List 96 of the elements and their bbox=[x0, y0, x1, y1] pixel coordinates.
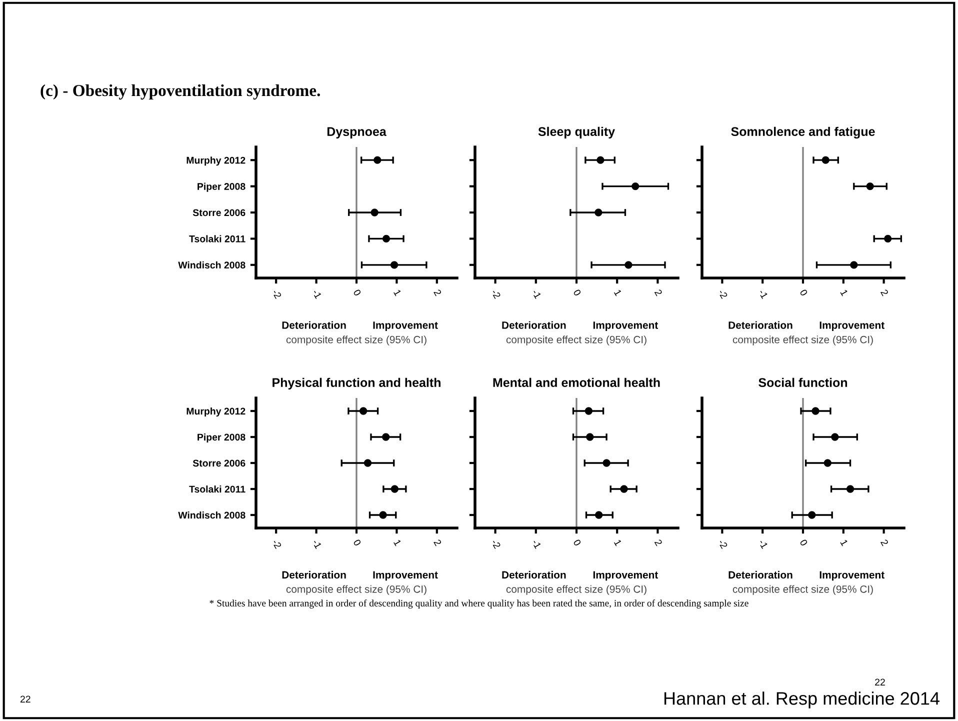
x-axis-title: composite effect size (95% CI) bbox=[286, 336, 426, 346]
point bbox=[846, 485, 854, 493]
text: Deterioration bbox=[502, 570, 566, 579]
x-tick-label: 2 bbox=[654, 288, 663, 296]
text: 22 bbox=[875, 678, 885, 686]
x-tick-label: -1 bbox=[758, 288, 768, 300]
text: Improvement bbox=[593, 571, 658, 581]
point bbox=[620, 485, 628, 493]
x-tick-label: 0 bbox=[353, 538, 362, 546]
point bbox=[812, 407, 820, 415]
point bbox=[595, 511, 603, 519]
point bbox=[374, 156, 382, 164]
text: Deterioration bbox=[282, 570, 346, 579]
y-tick-label: Murphy 2012 bbox=[186, 156, 246, 166]
x-tick-label: 2 bbox=[880, 538, 889, 546]
x-tick-label: 1 bbox=[614, 289, 622, 296]
x-tick-label: -1 bbox=[312, 288, 322, 300]
x-tick-label: 2 bbox=[654, 538, 663, 546]
x-tick-label: 2 bbox=[434, 538, 442, 546]
y-tick-label: Windisch 2008 bbox=[178, 511, 246, 519]
x-tick-label: 2 bbox=[434, 288, 442, 296]
x-tick-label: 0 bbox=[573, 288, 582, 296]
x-axis-title: composite effect size (95% CI) bbox=[506, 336, 646, 346]
point bbox=[390, 485, 399, 493]
point bbox=[808, 511, 816, 519]
x-tick-label: -1 bbox=[312, 538, 322, 550]
x-tick-label: 2 bbox=[880, 288, 889, 296]
point bbox=[602, 459, 610, 467]
text: Improvement bbox=[373, 322, 438, 331]
point bbox=[822, 156, 830, 164]
text: Deterioration bbox=[502, 321, 566, 329]
x-axis-title: composite effect size (95% CI) bbox=[732, 336, 873, 346]
point bbox=[884, 234, 892, 243]
x-tick-label: -1 bbox=[532, 538, 542, 550]
text: Hannan et al. Resp medicine 2014 bbox=[664, 692, 940, 708]
y-tick-label: Storre 2006 bbox=[192, 209, 246, 216]
text: Deterioration bbox=[728, 570, 792, 579]
x-tick-label: 1 bbox=[614, 539, 622, 546]
text: Improvement bbox=[820, 322, 884, 331]
text: Improvement bbox=[593, 322, 658, 331]
x-tick-label: -2 bbox=[718, 538, 728, 550]
chart-title: Sleep quality bbox=[538, 126, 615, 138]
chart-title: Physical function and health bbox=[272, 378, 440, 390]
point bbox=[632, 182, 640, 190]
y-tick-label: Tsolaki 2011 bbox=[189, 485, 246, 493]
text: (c) - Obesity hypoventilation syndrome. bbox=[40, 84, 320, 100]
text: Deterioration bbox=[282, 321, 346, 329]
point bbox=[850, 261, 858, 269]
text: Deterioration bbox=[728, 321, 792, 329]
point bbox=[360, 407, 368, 415]
chart-title: Somnolence and fatigue bbox=[731, 126, 875, 139]
y-tick-label: Murphy 2012 bbox=[186, 407, 246, 417]
x-axis-title: composite effect size (95% CI) bbox=[732, 585, 873, 595]
point bbox=[382, 433, 390, 441]
text: * Studies have been arranged in order of descending quality and where quality has been rated the same, in order of descending sample size bbox=[210, 600, 748, 608]
x-tick-label: -1 bbox=[758, 538, 768, 550]
point bbox=[370, 208, 378, 216]
point bbox=[596, 156, 604, 164]
x-tick-label: 1 bbox=[394, 289, 402, 296]
x-tick-label: -2 bbox=[491, 288, 501, 300]
text: Improvement bbox=[373, 571, 438, 581]
y-tick-label: Storre 2006 bbox=[192, 460, 246, 467]
point bbox=[586, 433, 594, 441]
point bbox=[624, 261, 632, 269]
x-tick-label: -1 bbox=[532, 288, 542, 300]
y-tick-label: Piper 2008 bbox=[198, 182, 246, 192]
chart-title: Social function bbox=[758, 378, 848, 388]
x-tick-label: 1 bbox=[840, 289, 848, 296]
x-tick-label: -2 bbox=[272, 288, 282, 300]
x-tick-label: -2 bbox=[491, 538, 501, 550]
x-tick-label: -2 bbox=[272, 538, 282, 550]
point bbox=[824, 459, 832, 467]
chart-title: Dyspnoea bbox=[327, 127, 386, 138]
point bbox=[382, 234, 390, 243]
point bbox=[594, 208, 602, 216]
text: 22 bbox=[20, 696, 30, 703]
x-tick-label: 0 bbox=[353, 288, 362, 296]
x-tick-label: -2 bbox=[718, 288, 728, 300]
x-tick-label: 1 bbox=[394, 539, 402, 546]
y-tick-label: Tsolaki 2011 bbox=[189, 235, 246, 242]
point bbox=[364, 459, 372, 467]
point bbox=[831, 433, 839, 441]
point bbox=[584, 407, 592, 415]
x-tick-label: 0 bbox=[573, 538, 582, 546]
x-tick-label: 0 bbox=[800, 288, 808, 296]
x-axis-title: composite effect size (95% CI) bbox=[506, 585, 646, 595]
x-tick-label: 0 bbox=[800, 538, 808, 546]
chart-title: Mental and emotional health bbox=[493, 378, 660, 388]
point bbox=[379, 511, 387, 519]
x-axis-title: composite effect size (95% CI) bbox=[286, 585, 426, 595]
y-tick-label: Piper 2008 bbox=[198, 433, 246, 443]
point bbox=[390, 261, 398, 269]
y-tick-label: Windisch 2008 bbox=[178, 261, 246, 269]
x-tick-label: 1 bbox=[840, 539, 848, 546]
text: Improvement bbox=[820, 571, 884, 581]
point bbox=[866, 182, 874, 190]
